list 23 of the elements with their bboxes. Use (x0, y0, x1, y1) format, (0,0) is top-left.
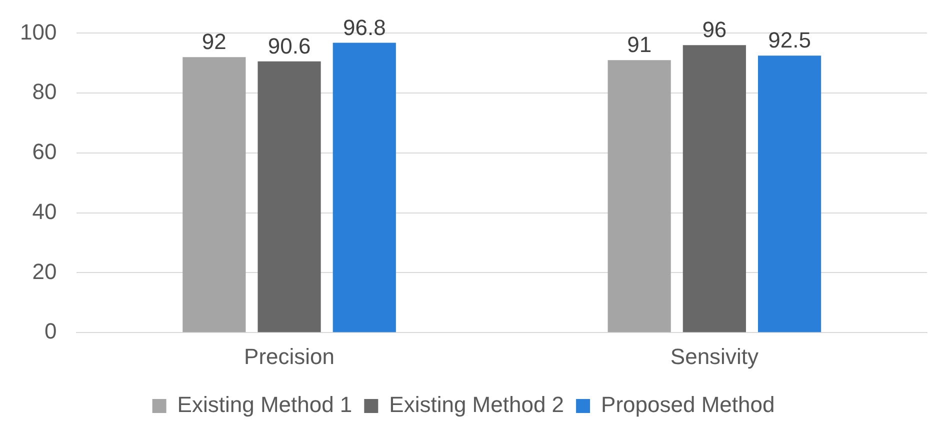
legend-label: Existing Method 2 (389, 392, 564, 418)
y-tick-label: 60 (32, 139, 57, 164)
data-label: 90.6 (268, 33, 311, 58)
x-tick-label: Precision (244, 344, 335, 369)
y-tick-label: 0 (44, 318, 57, 344)
data-label: 91 (627, 32, 652, 58)
data-label: 92 (202, 29, 226, 54)
bar (758, 56, 822, 332)
data-label: 92.5 (768, 28, 811, 53)
bar (182, 57, 246, 332)
y-tick-label: 100 (20, 19, 57, 44)
data-label: 96 (702, 17, 727, 42)
y-tick-label: 20 (32, 258, 57, 284)
data-label: 96.8 (342, 14, 386, 40)
y-tick-label: 80 (32, 79, 57, 104)
bar (258, 61, 321, 332)
bar (608, 60, 671, 332)
legend-label: Proposed Method (601, 392, 775, 418)
bar (332, 42, 396, 332)
bar (682, 45, 746, 332)
legend-label: Existing Method 1 (177, 392, 352, 418)
y-tick-label: 40 (32, 198, 57, 224)
x-tick-label: Sensivity (670, 344, 758, 369)
